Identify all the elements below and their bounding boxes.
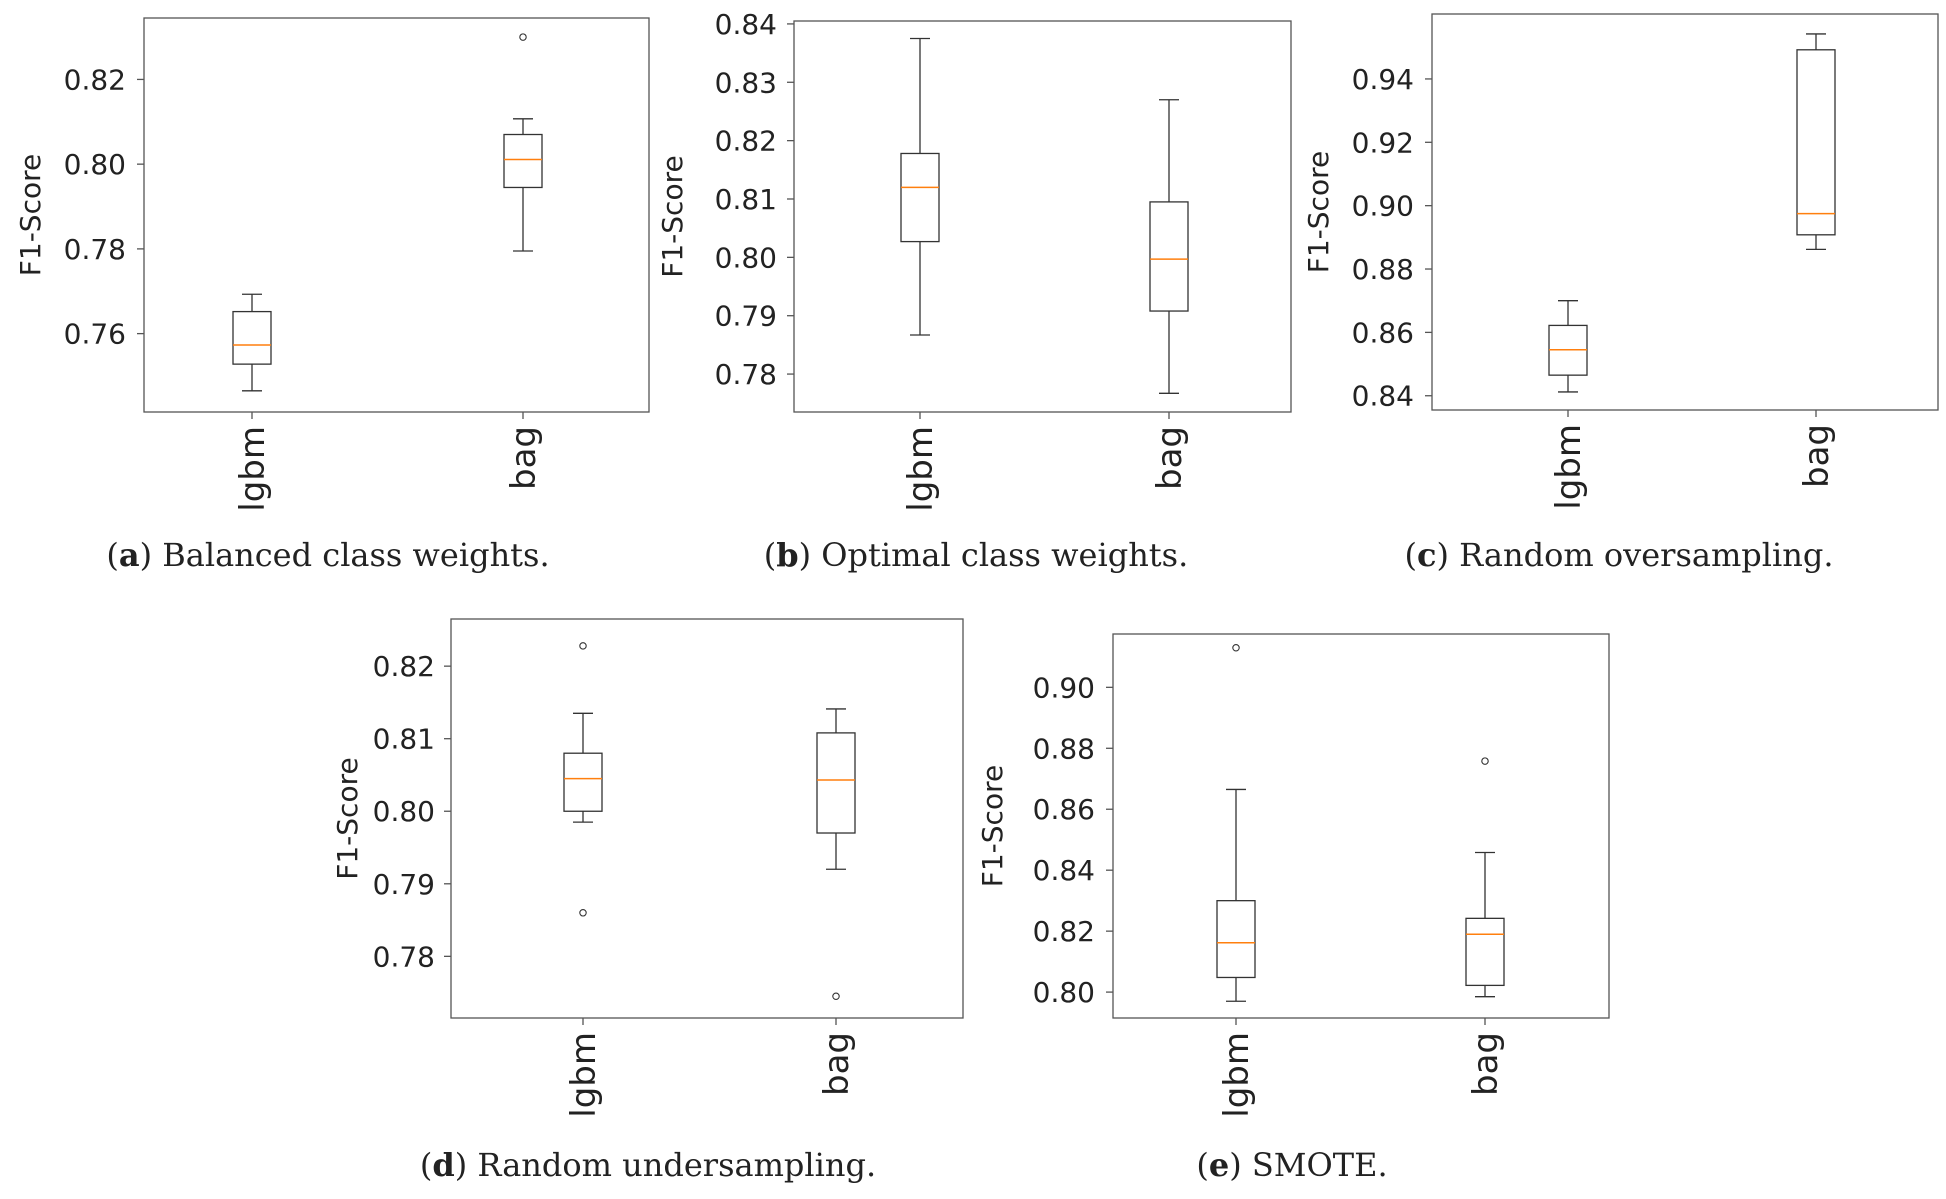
- outlier-point: [579, 642, 587, 650]
- chart-panel-b: 0.78 0.79 0.80 0.81 0.82 0.83 0.84 F1-Score lgbm…: [656, 8, 1292, 512]
- plot-frame: [143, 17, 650, 413]
- y-tick-label: 0.80: [373, 795, 435, 828]
- y-tick-label: 0.88: [1352, 253, 1414, 286]
- y-tick-label: 0.82: [64, 63, 126, 96]
- chart-panel-d: 0.78 0.79 0.80 0.81 0.82 F1-Score lgbm bag: [331, 618, 964, 1118]
- y-axis-label: F1-Score: [14, 154, 47, 276]
- chart-panel-c: 0.84 0.86 0.88 0.90 0.92 0.94 F1-Score lgbm bag: [1302, 13, 1939, 510]
- y-tick-label: 0.80: [64, 148, 126, 181]
- box-lgbm: [232, 293, 272, 392]
- y-axis-label: F1-Score: [976, 765, 1009, 887]
- y-tick-label: 0.79: [715, 300, 777, 333]
- box-lgbm: [900, 37, 940, 336]
- box-bag: [1796, 33, 1836, 251]
- iqr-box: [563, 752, 603, 812]
- y-tick-label: 0.94: [1352, 63, 1414, 96]
- x-tick-label-bag: bag: [1797, 424, 1837, 488]
- y-tick-label: 0.81: [373, 723, 435, 756]
- x-tick-label-lgbm: lgbm: [1549, 424, 1589, 510]
- y-axis-label: F1-Score: [656, 155, 689, 277]
- y-tick-label: 0.80: [1033, 976, 1095, 1009]
- y-tick-label: 0.92: [1352, 126, 1414, 159]
- y-tick-label: 0.82: [1033, 915, 1095, 948]
- outlier-point: [579, 909, 587, 917]
- plot-frame: [1431, 13, 1939, 411]
- box-bag: [503, 33, 543, 252]
- box-lgbm: [1548, 300, 1588, 393]
- iqr-box: [503, 133, 543, 189]
- y-axis-label: F1-Score: [331, 757, 364, 879]
- y-tick-label: 0.82: [715, 125, 777, 158]
- plot-frame: [793, 20, 1292, 413]
- x-tick-label-bag: bag: [504, 426, 544, 490]
- caption-c: (c) Random oversampling.: [1404, 536, 1834, 574]
- y-tick-label: 0.79: [373, 868, 435, 901]
- iqr-box: [900, 152, 940, 243]
- y-tick-label: 0.76: [64, 318, 126, 351]
- y-tick-label: 0.78: [373, 940, 435, 973]
- y-tick-label: 0.84: [1352, 380, 1414, 413]
- outlier-point: [832, 992, 840, 1000]
- y-axis-label: F1-Score: [1302, 151, 1335, 273]
- outlier-point: [1232, 643, 1240, 652]
- iqr-box: [1465, 917, 1505, 987]
- caption-a: (a) Balanced class weights.: [106, 536, 550, 574]
- plot-frame: [1112, 633, 1610, 1019]
- y-tick-label: 0.90: [1352, 190, 1414, 223]
- box-bag: [1465, 757, 1505, 998]
- box-bag: [816, 708, 856, 1000]
- iqr-box: [1216, 900, 1256, 979]
- y-tick-label: 0.90: [1033, 671, 1095, 704]
- box-lgbm: [1216, 643, 1256, 1002]
- caption-e: (e) SMOTE.: [1196, 1146, 1388, 1184]
- y-tick-label: 0.88: [1033, 732, 1095, 765]
- y-tick-label: 0.78: [64, 233, 126, 266]
- x-tick-label-lgbm: lgbm: [1217, 1032, 1257, 1118]
- x-tick-label-lgbm: lgbm: [564, 1032, 604, 1118]
- y-tick-label: 0.81: [715, 183, 777, 216]
- x-tick-label-bag: bag: [1150, 426, 1190, 490]
- x-tick-label-bag: bag: [817, 1032, 857, 1096]
- chart-panel-e: 0.80 0.82 0.84 0.86 0.88 0.90 F1-Score lgbm bag: [976, 633, 1610, 1118]
- x-tick-label-lgbm: lgbm: [233, 426, 273, 512]
- caption-d: (d) Random undersampling.: [419, 1146, 877, 1184]
- y-tick-label: 0.83: [715, 66, 777, 99]
- y-tick-label: 0.78: [715, 358, 777, 391]
- y-tick-label: 0.84: [1033, 854, 1095, 887]
- plot-frame: [450, 618, 964, 1019]
- outlier-point: [519, 33, 527, 41]
- y-tick-label: 0.86: [1033, 793, 1095, 826]
- box-bag: [1149, 99, 1189, 394]
- iqr-box: [816, 732, 856, 834]
- iqr-box: [1149, 201, 1189, 312]
- iqr-box: [232, 310, 272, 365]
- caption-b: (b) Optimal class weights.: [763, 536, 1189, 574]
- y-tick-label: 0.82: [373, 650, 435, 683]
- box-lgbm: [563, 642, 603, 917]
- y-tick-label: 0.84: [715, 8, 777, 41]
- x-tick-label-bag: bag: [1466, 1032, 1506, 1096]
- y-tick-label: 0.86: [1352, 316, 1414, 349]
- y-tick-label: 0.80: [715, 241, 777, 274]
- iqr-box: [1796, 49, 1836, 236]
- chart-panel-a: 0.76 0.78 0.80 0.82 F1-Score lgbm bag: [14, 17, 650, 512]
- x-tick-label-lgbm: lgbm: [901, 426, 941, 512]
- outlier-point: [1481, 757, 1489, 765]
